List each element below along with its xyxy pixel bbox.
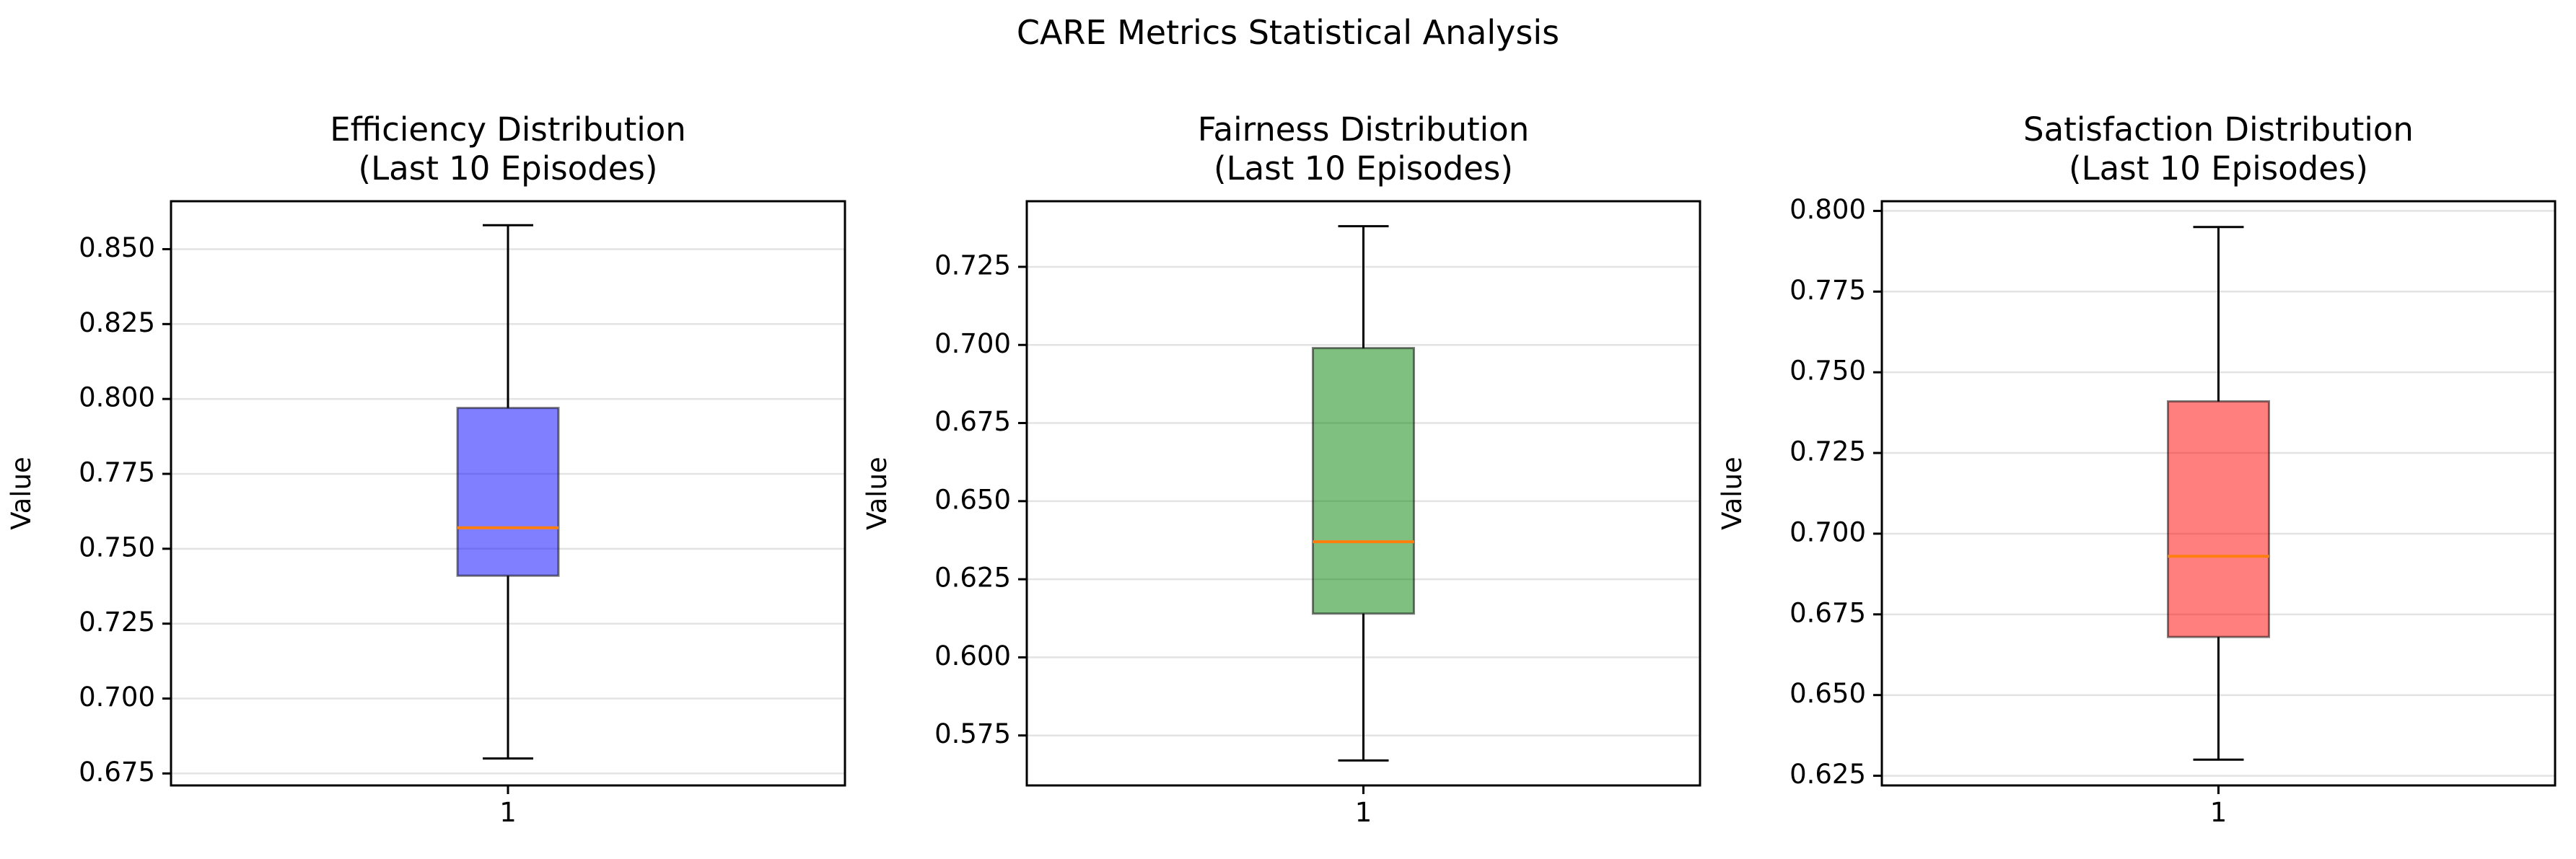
y-tick-label: 0.825 — [79, 307, 155, 338]
y-tick-label: 0.775 — [79, 457, 155, 488]
y-tick-label: 0.800 — [79, 382, 155, 413]
y-axis-label: Value — [1717, 457, 1748, 530]
y-tick-label: 0.700 — [1789, 516, 1866, 547]
y-tick-label: 0.650 — [934, 484, 1011, 515]
y-tick-label: 0.650 — [1789, 678, 1866, 709]
y-tick-label: 0.575 — [934, 718, 1011, 749]
subplot-title: Satisfaction Distribution (Last 10 Episod… — [2023, 110, 2414, 188]
subplot-title-line: Satisfaction Distribution — [2023, 110, 2414, 149]
y-tick-label: 0.725 — [1789, 436, 1866, 467]
y-tick-label: 0.700 — [934, 328, 1011, 359]
y-axis-label: Value — [862, 457, 893, 530]
y-tick-label: 0.675 — [1789, 597, 1866, 628]
y-tick-label: 0.675 — [79, 757, 155, 788]
y-axis-label: Value — [6, 457, 37, 530]
y-tick-label: 0.750 — [1789, 356, 1866, 387]
y-tick-label: 0.750 — [79, 532, 155, 563]
y-tick-label: 0.625 — [934, 563, 1011, 594]
y-tick-label: 0.675 — [934, 406, 1011, 437]
y-tick-label: 0.725 — [934, 250, 1011, 281]
y-tick-label: 0.700 — [79, 682, 155, 713]
subplot-title-line: (Last 10 Episodes) — [1214, 149, 1513, 188]
y-tick-label: 0.625 — [1789, 759, 1866, 790]
subplot-title: Efficiency Distribution (Last 10 Episodes… — [330, 110, 686, 188]
subplot-title-line: Fairness Distribution — [1198, 110, 1529, 149]
figure-title: CARE Metrics Statistical Analysis — [1016, 13, 1560, 52]
subplot-title-line: Efficiency Distribution — [330, 110, 686, 149]
y-tick-label: 0.775 — [1789, 275, 1866, 306]
subplot-title-line: (Last 10 Episodes) — [359, 149, 658, 188]
x-tick-label: 1 — [1355, 797, 1372, 828]
x-tick-label: 1 — [2210, 797, 2227, 828]
x-tick-label: 1 — [499, 797, 517, 828]
subplot-title-line: (Last 10 Episodes) — [2069, 149, 2368, 188]
y-tick-label: 0.800 — [1789, 194, 1866, 225]
y-tick-label: 0.850 — [79, 232, 155, 263]
box-iqr — [2167, 400, 2270, 638]
y-tick-label: 0.725 — [79, 607, 155, 638]
box-iqr — [1312, 347, 1415, 615]
subplot-title: Fairness Distribution (Last 10 Episodes) — [1198, 110, 1529, 188]
box-iqr — [456, 407, 560, 577]
y-tick-label: 0.600 — [934, 640, 1011, 671]
